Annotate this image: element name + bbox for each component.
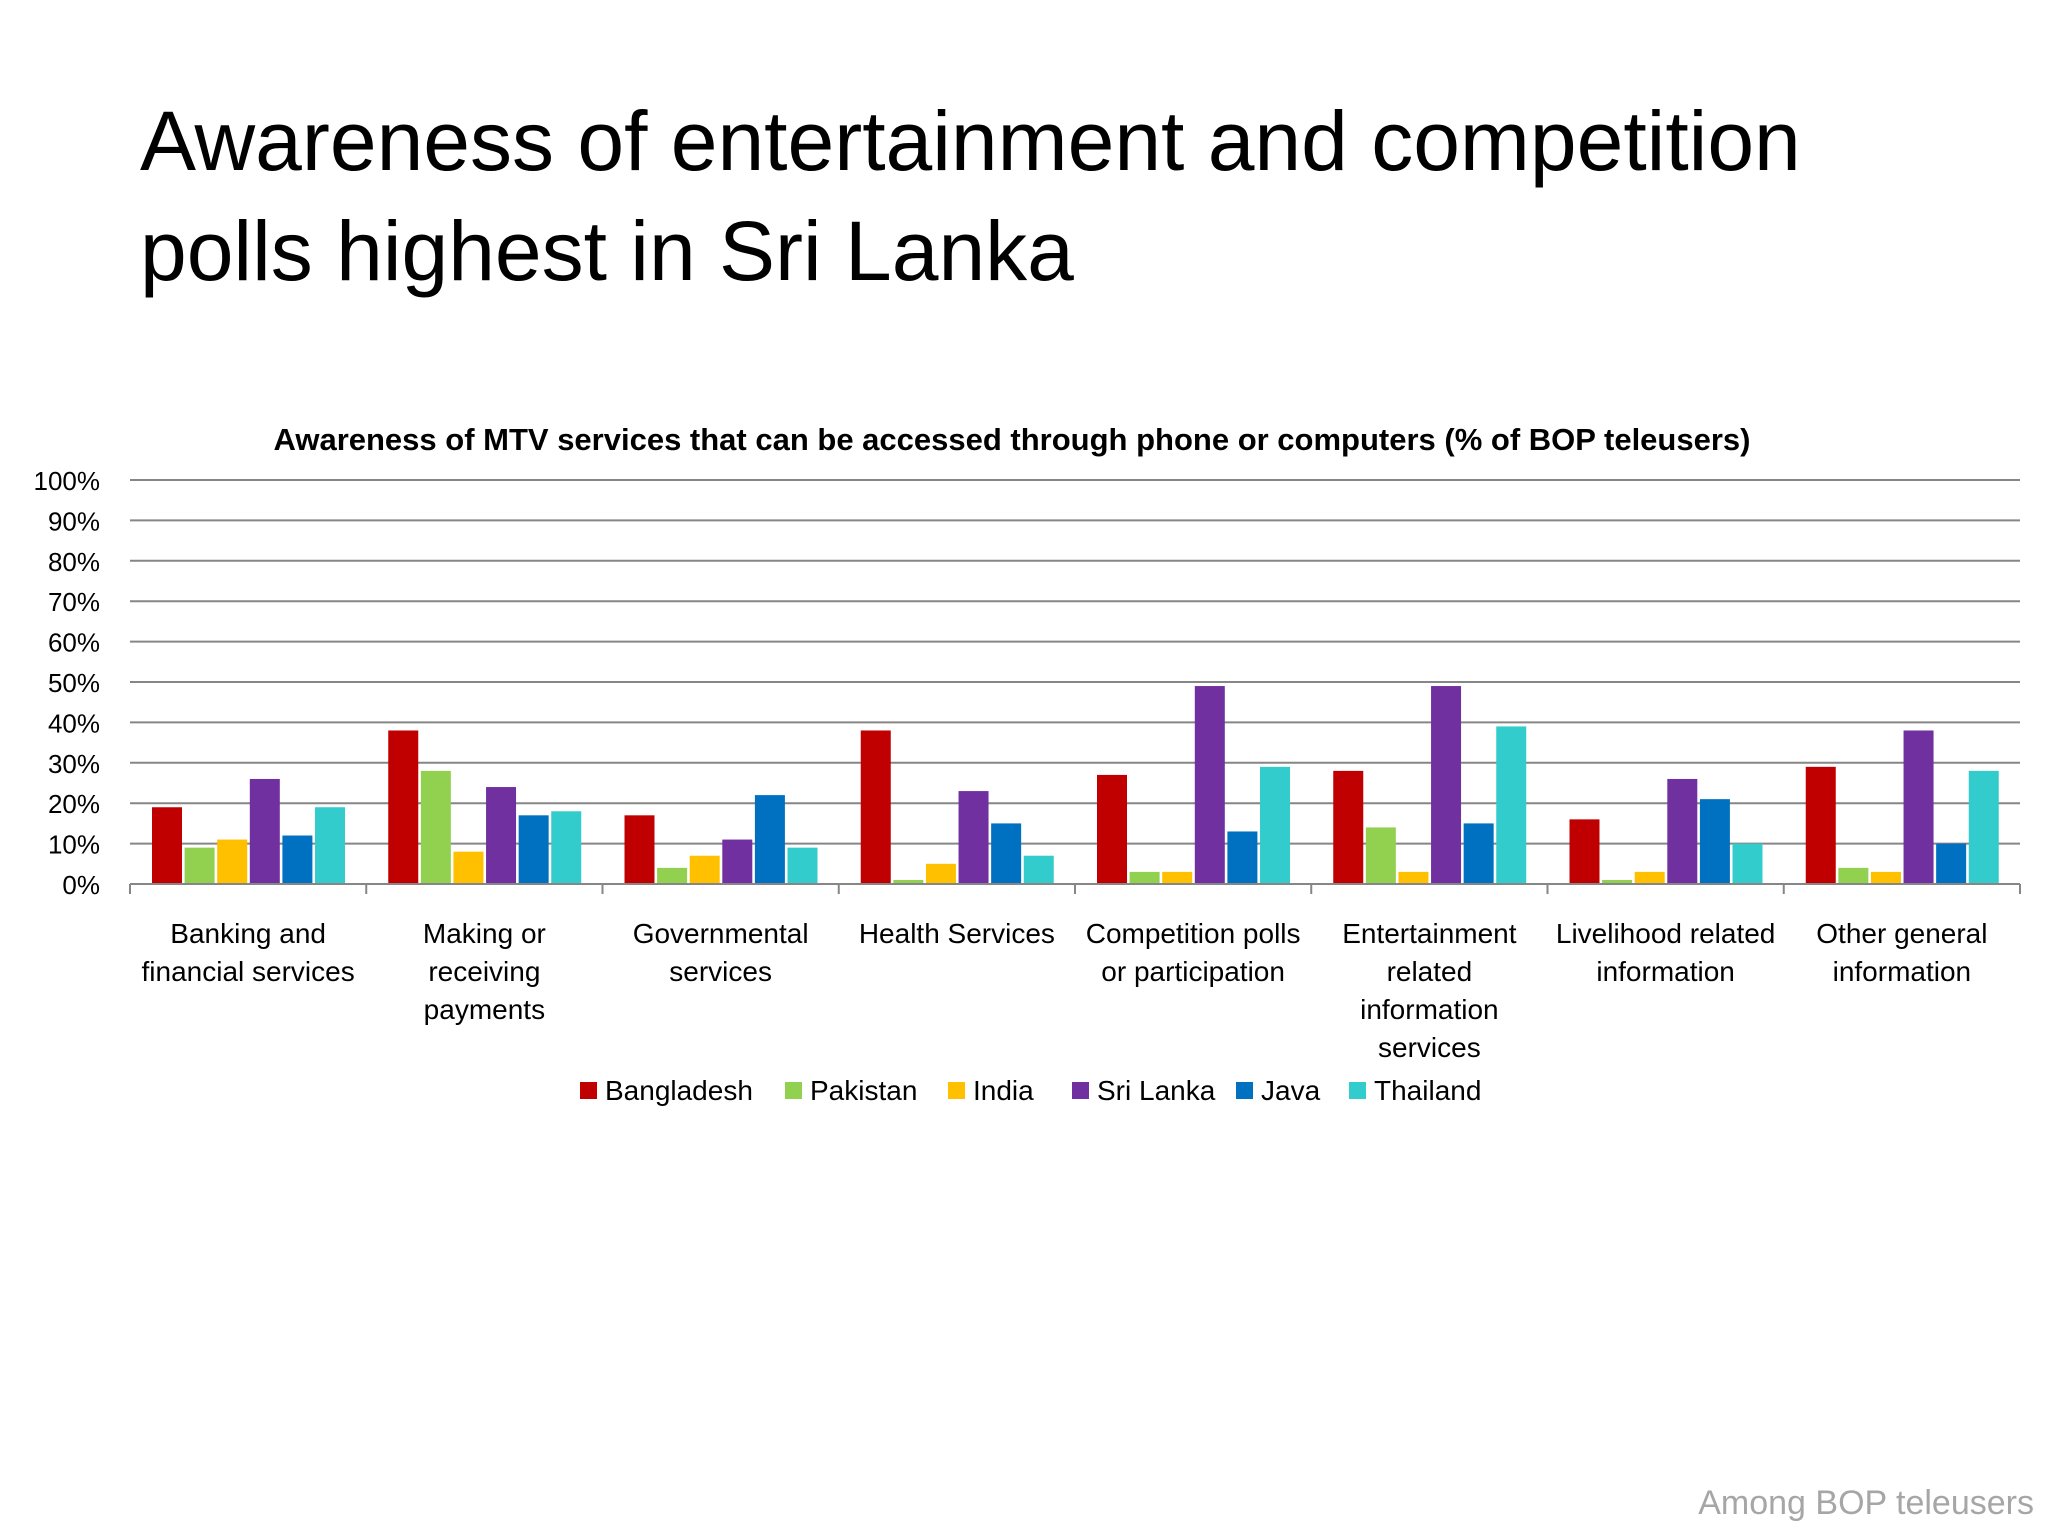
bar-thailand [1023, 855, 1054, 884]
bar-thailand [1260, 766, 1290, 884]
x-tick-label: Making or receiving payments [423, 918, 546, 1025]
bar-pakistan [657, 867, 688, 884]
bar-sri-lanka [1903, 730, 1934, 884]
bar-india [1162, 871, 1193, 884]
bar-java [518, 815, 549, 884]
y-tick-label: 10% [48, 830, 100, 860]
legend-label: Java [1261, 1075, 1321, 1106]
bar-pakistan [1129, 871, 1160, 884]
legend-item: India [948, 1075, 1034, 1106]
legend-swatch [785, 1082, 802, 1099]
bar-sri-lanka [486, 787, 517, 884]
footer-note: Among BOP teleusers [1698, 1484, 2034, 1522]
bar-java [1463, 823, 1494, 884]
bar-bangladesh [152, 807, 182, 884]
x-tick-label: Health Services [859, 918, 1055, 949]
bar-chart: Awareness of MTV services that can be ac… [34, 422, 2021, 1106]
slide-title: Awareness of entertainment and competiti… [140, 86, 1940, 306]
legend-swatch [580, 1082, 597, 1099]
x-tick-label: Entertainment related information services [1342, 918, 1517, 1063]
bar-sri-lanka [1667, 778, 1698, 884]
bar-india [925, 863, 956, 884]
y-tick-label: 20% [48, 789, 100, 819]
y-axis-ticks: 0% 10% 20% 30% 40% 50% 60% 70% 80% 90% 100% [34, 466, 101, 900]
x-tick-label: Banking and financial services [142, 918, 355, 987]
bar-sri-lanka [958, 791, 989, 884]
bar-java [1699, 799, 1730, 884]
y-tick-label: 50% [48, 668, 100, 698]
bar-thailand [1732, 843, 1763, 884]
y-tick-label: 100% [34, 466, 101, 496]
bar-java [1227, 831, 1258, 884]
legend-item: Thailand [1349, 1075, 1481, 1106]
y-tick-label: 40% [48, 708, 100, 738]
legend-label: Bangladesh [605, 1075, 753, 1106]
legend-swatch [948, 1082, 965, 1099]
y-tick-label: 60% [48, 628, 100, 658]
bar-java [991, 823, 1022, 884]
legend-item: Bangladesh [580, 1075, 753, 1106]
bar-bangladesh [1569, 819, 1600, 884]
legend-swatch [1236, 1082, 1253, 1099]
bar-bangladesh [860, 730, 891, 884]
chart-title: Awareness of MTV services that can be ac… [274, 422, 1751, 457]
y-tick-label: 70% [48, 587, 100, 617]
bar-java [754, 795, 785, 884]
bar-sri-lanka [249, 778, 280, 884]
bar-thailand [1968, 770, 1999, 884]
legend-swatch [1349, 1082, 1366, 1099]
bar-thailand [787, 847, 818, 884]
bar-india [217, 839, 248, 884]
bar-bangladesh [1805, 766, 1836, 884]
legend-label: Sri Lanka [1097, 1075, 1216, 1106]
legend-item: Sri Lanka [1072, 1075, 1216, 1106]
y-tick-label: 30% [48, 749, 100, 779]
x-tick-label: Other general information [1816, 918, 1987, 987]
bars [152, 686, 1999, 884]
chart-container: Awareness of MTV services that can be ac… [0, 400, 2048, 1160]
legend-label: India [973, 1075, 1034, 1106]
bar-pakistan [184, 847, 215, 884]
bar-pakistan [1365, 827, 1396, 884]
bar-india [1634, 871, 1665, 884]
bar-thailand [1496, 726, 1527, 884]
legend-item: Pakistan [785, 1075, 917, 1106]
bar-india [689, 855, 720, 884]
y-tick-label: 90% [48, 506, 100, 536]
bar-india [1870, 871, 1901, 884]
bar-pakistan [1602, 879, 1633, 884]
bar-sri-lanka [722, 839, 753, 884]
bar-java [282, 835, 313, 884]
bar-sri-lanka [1431, 686, 1462, 884]
bar-bangladesh [1097, 774, 1127, 884]
legend-label: Pakistan [810, 1075, 917, 1106]
bar-thailand [315, 807, 345, 884]
x-axis [129, 883, 2021, 894]
slide-title-line-2: polls highest in Sri Lanka [140, 204, 1074, 298]
legend-swatch [1072, 1082, 1089, 1099]
bar-pakistan [420, 770, 451, 884]
bar-java [1936, 843, 1967, 884]
x-tick-label: Livelihood related information [1556, 918, 1776, 987]
legend-item: Java [1236, 1075, 1321, 1106]
bar-bangladesh [1333, 770, 1364, 884]
bar-bangladesh [624, 815, 655, 884]
x-axis-labels: Banking and financial services Making or re… [142, 918, 1988, 1063]
bar-india [453, 851, 484, 884]
legend: Bangladesh Pakistan India Sri Lanka Java Thai… [580, 1075, 1481, 1106]
bar-india [1398, 871, 1429, 884]
x-tick-label: Governmental services [633, 918, 809, 987]
bar-pakistan [893, 879, 924, 884]
bar-thailand [551, 811, 582, 884]
bar-pakistan [1838, 867, 1869, 884]
y-tick-label: 0% [62, 870, 100, 900]
y-tick-label: 80% [48, 547, 100, 577]
slide-title-line-1: Awareness of entertainment and competiti… [140, 94, 1801, 188]
bar-bangladesh [388, 730, 419, 884]
bar-sri-lanka [1194, 686, 1225, 884]
x-tick-label: Competition polls or participation [1086, 918, 1301, 987]
legend-label: Thailand [1374, 1075, 1481, 1106]
